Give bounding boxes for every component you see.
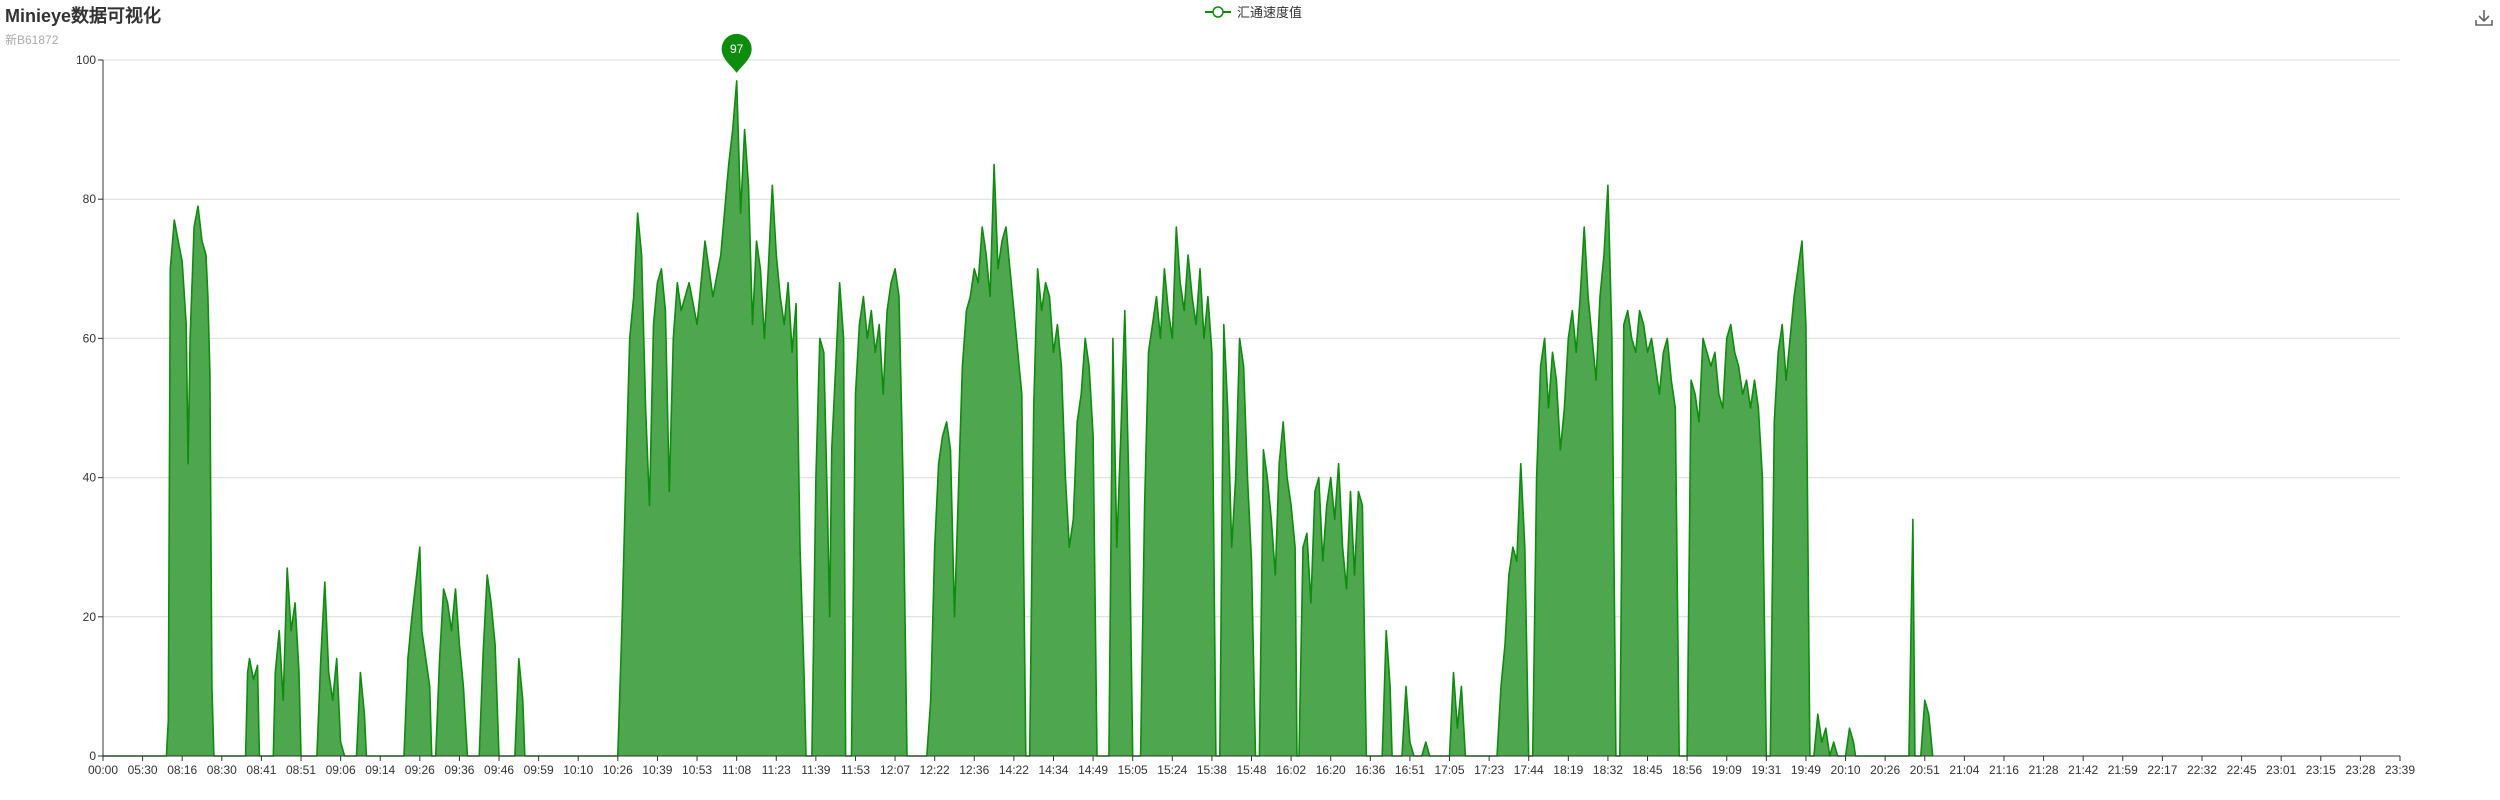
- x-tick-label: 11:53: [841, 763, 870, 777]
- x-tick-label: 22:17: [2147, 763, 2177, 777]
- y-tick-label: 20: [83, 610, 97, 624]
- x-tick-label: 20:10: [1831, 763, 1861, 777]
- marker-layer: 97: [721, 33, 752, 73]
- max-pin-marker: [721, 33, 752, 73]
- x-tick-label: 16:20: [1316, 763, 1346, 777]
- x-tick-label: 09:36: [444, 763, 474, 777]
- x-tick-label: 11:08: [722, 763, 751, 777]
- x-tick-label: 18:45: [1633, 763, 1663, 777]
- x-tick-label: 15:48: [1236, 763, 1266, 777]
- legend-label: 汇通速度值: [1237, 5, 1303, 20]
- x-tick-label: 23:15: [2306, 763, 2336, 777]
- page-subtitle: 新B61872: [5, 33, 59, 47]
- x-tick-label: 23:28: [2345, 763, 2375, 777]
- x-tick-label: 21:59: [2108, 763, 2138, 777]
- x-tick-label: 20:26: [1870, 763, 1900, 777]
- x-tick-label: 21:28: [2029, 763, 2059, 777]
- x-tick-label: 08:51: [286, 763, 316, 777]
- x-tick-label: 09:46: [484, 763, 514, 777]
- y-tick-label: 40: [83, 471, 97, 485]
- x-tick-label: 17:44: [1514, 763, 1544, 777]
- x-tick-label: 14:49: [1078, 763, 1108, 777]
- x-tick-label: 17:23: [1474, 763, 1504, 777]
- x-tick-label: 10:53: [682, 763, 712, 777]
- legend-line-icon: [1205, 5, 1231, 18]
- x-tick-label: 15:05: [1118, 763, 1148, 777]
- x-tick-label: 16:36: [1355, 763, 1385, 777]
- x-tick-label: 08:30: [207, 763, 237, 777]
- download-icon: [2475, 10, 2493, 26]
- x-tick-label: 19:49: [1791, 763, 1821, 777]
- x-tick-label: 09:14: [365, 763, 395, 777]
- x-tick-label: 17:05: [1435, 763, 1465, 777]
- x-tick-label: 12:07: [880, 763, 910, 777]
- x-tick-label: 00:00: [88, 763, 118, 777]
- max-pin-label: 97: [730, 42, 744, 56]
- x-tick-label: 15:24: [1157, 763, 1187, 777]
- x-tick-label: 20:51: [1910, 763, 1940, 777]
- legend[interactable]: 汇通速度值: [1205, 2, 1302, 21]
- x-tick-label: 23:39: [2385, 763, 2415, 777]
- series-area: [103, 80, 1933, 756]
- x-tick-label: 21:04: [1949, 763, 1979, 777]
- area-layer: [103, 80, 1934, 757]
- x-tick-label: 16:02: [1276, 763, 1306, 777]
- x-tick-label: 12:22: [920, 763, 950, 777]
- x-tick-label: 09:26: [405, 763, 435, 777]
- y-tick-label: 80: [83, 192, 97, 206]
- x-tick-label: 11:23: [762, 763, 791, 777]
- x-tick-label: 19:09: [1712, 763, 1742, 777]
- x-tick-label: 05:30: [128, 763, 158, 777]
- grid-layer: [103, 59, 2400, 618]
- x-tick-label: 14:22: [999, 763, 1029, 777]
- x-tick-label: 15:38: [1197, 763, 1227, 777]
- y-tick-label: 0: [89, 749, 96, 763]
- x-tick-label: 08:41: [246, 763, 276, 777]
- x-tick-label: 10:26: [603, 763, 633, 777]
- x-tick-label: 10:39: [642, 763, 672, 777]
- y-tick-label: 60: [83, 331, 97, 345]
- x-tick-label: 14:34: [1038, 763, 1068, 777]
- x-tick-label: 21:16: [1989, 763, 2019, 777]
- x-tick-label: 22:32: [2187, 763, 2217, 777]
- x-tick-label: 18:32: [1593, 763, 1623, 777]
- x-tick-label: 10:10: [563, 763, 593, 777]
- x-tick-label: 12:36: [959, 763, 989, 777]
- x-tick-label: 22:45: [2227, 763, 2257, 777]
- x-tick-label: 19:31: [1751, 763, 1781, 777]
- x-tick-label: 23:01: [2266, 763, 2296, 777]
- x-tick-label: 18:19: [1553, 763, 1583, 777]
- x-tick-label: 09:06: [326, 763, 356, 777]
- x-tick-label: 09:59: [524, 763, 554, 777]
- x-tick-label: 16:51: [1395, 763, 1425, 777]
- download-button[interactable]: [2472, 6, 2496, 30]
- x-tick-label: 08:16: [167, 763, 197, 777]
- x-tick-label: 21:42: [2068, 763, 2098, 777]
- y-tick-label: 100: [76, 53, 96, 67]
- page-title: Minieye数据可视化: [5, 6, 162, 26]
- x-tick-label: 18:56: [1672, 763, 1702, 777]
- x-tick-label: 11:39: [801, 763, 830, 777]
- series-line: [103, 80, 1934, 757]
- axis-layer: 0 20 40 60 80 100 00:00 05:30 08:16 08:30 08:41 08:…: [76, 53, 2415, 777]
